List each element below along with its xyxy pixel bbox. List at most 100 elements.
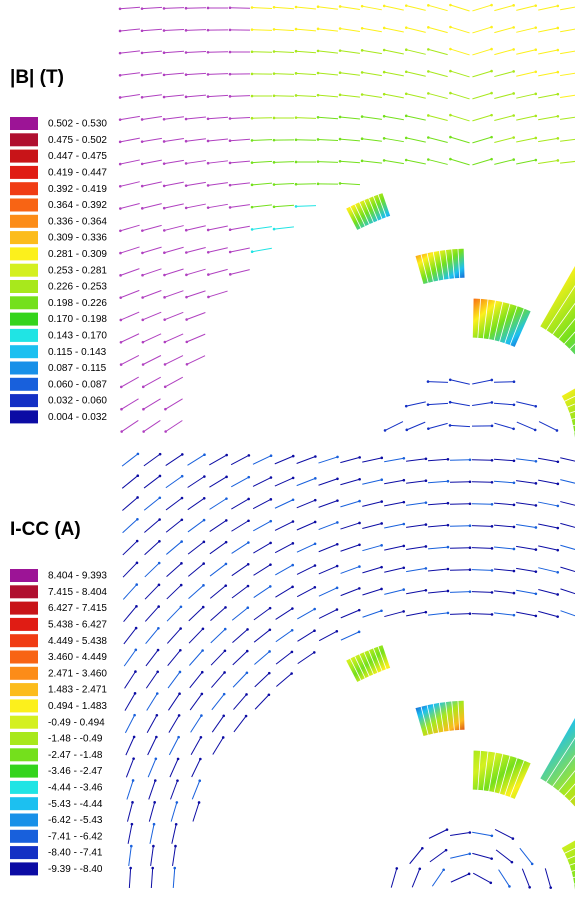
field-arrow — [297, 566, 315, 575]
field-arrow-head — [405, 137, 408, 140]
field-arrow — [384, 590, 403, 595]
field-arrow — [406, 459, 426, 461]
field-arrow — [318, 73, 338, 75]
field-arrow — [516, 402, 535, 407]
field-arrow-head — [336, 543, 339, 546]
field-arrow — [252, 161, 272, 162]
field-arrow-head — [229, 206, 232, 209]
field-arrow — [121, 355, 139, 364]
field-arrow-head — [200, 714, 203, 717]
field-arrow-head — [141, 29, 144, 32]
field-arrow-head — [317, 72, 320, 75]
field-arrow-head — [185, 207, 188, 210]
field-arrow — [406, 503, 426, 506]
field-arrow — [164, 51, 184, 52]
field-arrow-head — [245, 715, 248, 718]
field-arrow — [362, 480, 381, 485]
field-arrow-head — [207, 273, 210, 276]
field-arrow-head — [158, 518, 161, 521]
field-arrow — [450, 425, 470, 426]
field-arrow-head — [177, 736, 180, 739]
field-arrow-head — [336, 456, 339, 459]
field-arrow — [296, 51, 316, 53]
field-arrow-head — [384, 429, 387, 432]
field-arrow — [253, 478, 271, 487]
field-arrow-head — [134, 649, 137, 652]
field-arrow-head — [159, 475, 162, 478]
field-arrow-head — [468, 873, 471, 876]
field-arrow — [252, 30, 272, 31]
field-arrow-head — [291, 564, 294, 567]
field-arrow — [560, 95, 575, 98]
field-arrow-head — [152, 845, 155, 848]
field-arrow-head — [223, 693, 226, 696]
field-arrow — [318, 51, 338, 53]
field-arrow-head — [314, 455, 317, 458]
field-arrow — [296, 29, 316, 31]
field-arrow-head — [512, 837, 515, 840]
field-arrow — [362, 161, 382, 163]
field-arrow — [120, 225, 139, 231]
field-arrow-head — [163, 7, 166, 10]
field-arrow — [362, 502, 381, 507]
field-arrow-head — [198, 801, 201, 804]
field-arrow — [318, 117, 338, 118]
field-arrow-head — [163, 207, 166, 210]
field-arrow-head — [185, 162, 188, 165]
field-arrow — [142, 51, 162, 53]
field-arrow-head — [223, 671, 226, 674]
field-arrow — [450, 548, 470, 549]
field-arrow-head — [247, 519, 250, 522]
legend-label: -6.42 - -5.43 — [48, 815, 103, 826]
field-arrow-head — [339, 160, 342, 163]
field-arrow — [340, 73, 360, 76]
field-arrow — [538, 458, 558, 461]
field-arrow — [384, 94, 404, 98]
field-arrow — [164, 269, 183, 275]
field-arrow — [230, 270, 249, 275]
field-arrow — [341, 610, 359, 618]
field-arrow — [121, 290, 140, 297]
field-arrow-head — [491, 613, 494, 616]
field-arrow — [209, 455, 226, 465]
field-arrow-head — [229, 273, 232, 276]
field-arrow-head — [119, 207, 122, 210]
field-arrow-head — [141, 252, 144, 255]
field-arrow-head — [158, 562, 161, 565]
field-arrow-head — [313, 608, 316, 611]
field-arrow — [255, 673, 270, 687]
field-arrow — [319, 588, 337, 596]
field-arrow-head — [207, 296, 210, 299]
field-arrow-head — [247, 563, 250, 566]
field-arrow — [142, 182, 162, 186]
legend-label: 0.281 - 0.309 — [48, 249, 107, 260]
field-arrow — [254, 586, 271, 597]
field-arrow-head — [469, 480, 472, 483]
field-arrow — [384, 72, 404, 76]
legend-label: 4.449 - 5.438 — [48, 636, 107, 647]
field-arrow — [428, 71, 447, 76]
legend-label: -8.40 - -7.41 — [48, 848, 103, 859]
field-arrow — [450, 137, 469, 143]
field-arrow-head — [361, 137, 364, 140]
field-arrow-head — [201, 649, 204, 652]
field-arrow — [516, 160, 536, 164]
field-arrow — [538, 611, 557, 616]
field-arrow-head — [358, 609, 361, 612]
field-arrow — [560, 458, 575, 462]
field-arrow — [125, 715, 134, 733]
field-arrow — [494, 160, 513, 165]
field-arrow — [494, 613, 514, 615]
field-arrow — [340, 139, 360, 141]
legend-label: -5.43 - -4.44 — [48, 799, 103, 810]
field-arrow-head — [290, 672, 293, 675]
field-arrow — [298, 652, 315, 663]
field-arrow-head — [336, 499, 339, 502]
field-arrow — [120, 7, 140, 9]
field-arrow-head — [136, 562, 139, 565]
field-arrow — [516, 28, 535, 33]
field-arrow — [142, 247, 161, 253]
legend-swatch — [10, 748, 38, 761]
field-arrow — [384, 458, 404, 461]
field-arrow — [450, 380, 470, 384]
